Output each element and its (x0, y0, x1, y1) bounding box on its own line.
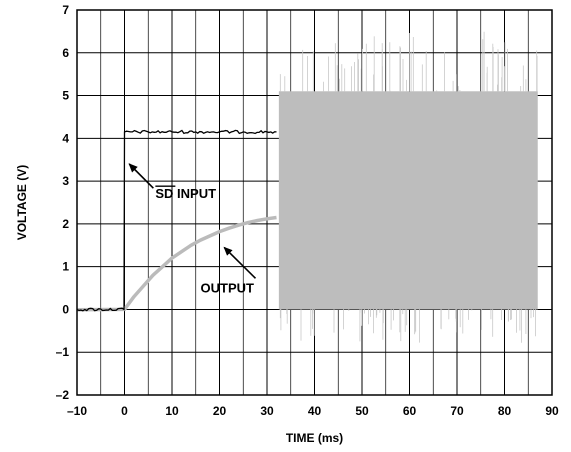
sd-input-annotation: SD INPUT (128, 163, 216, 201)
output-trace (76, 215, 277, 312)
x-tick-label: 10 (165, 404, 179, 418)
x-tick-label: 20 (213, 404, 227, 418)
x-tick-label: –10 (67, 404, 87, 418)
sd-input-trace (76, 129, 277, 312)
y-axis-label: VOLTAGE (V) (15, 165, 29, 241)
plot-data (76, 31, 538, 343)
y-tick-label: –2 (56, 388, 70, 402)
y-tick-label: 3 (62, 174, 69, 188)
y-tick-label: 4 (62, 131, 69, 145)
y-tick-label: 6 (62, 46, 69, 60)
x-tick-label: 70 (450, 404, 464, 418)
plot-frame (76, 9, 553, 396)
annotations: SD INPUT OUTPUT (128, 163, 257, 295)
x-tick-label: 0 (121, 404, 128, 418)
x-axis-label: TIME (ms) (286, 431, 343, 445)
output-annotation: OUTPUT (201, 246, 257, 295)
y-tick-label: 0 (62, 302, 69, 316)
output-band-fill (278, 91, 538, 310)
x-tick-label: 90 (545, 404, 559, 418)
y-tick-label: –1 (56, 345, 70, 359)
annotation-arrow (128, 163, 154, 189)
annotation-text-suffix: INPUT (173, 186, 216, 201)
x-tick-label: 80 (498, 404, 512, 418)
annotation-label: OUTPUT (201, 280, 255, 295)
x-tick-label: 40 (308, 404, 322, 418)
y-tick-label: 1 (62, 260, 69, 274)
annotation-arrow (223, 246, 257, 279)
x-tick-label: 60 (403, 404, 417, 418)
y-tick-label: 7 (62, 3, 69, 17)
y-tick-label: 5 (62, 89, 69, 103)
y-tick-label: 2 (62, 217, 69, 231)
annotation-label: SD INPUT (155, 186, 216, 201)
x-tick-label: 50 (355, 404, 369, 418)
x-tick-label: 30 (260, 404, 274, 418)
output-switching-band (278, 31, 538, 343)
annotation-overlined-text: SD (155, 186, 173, 201)
